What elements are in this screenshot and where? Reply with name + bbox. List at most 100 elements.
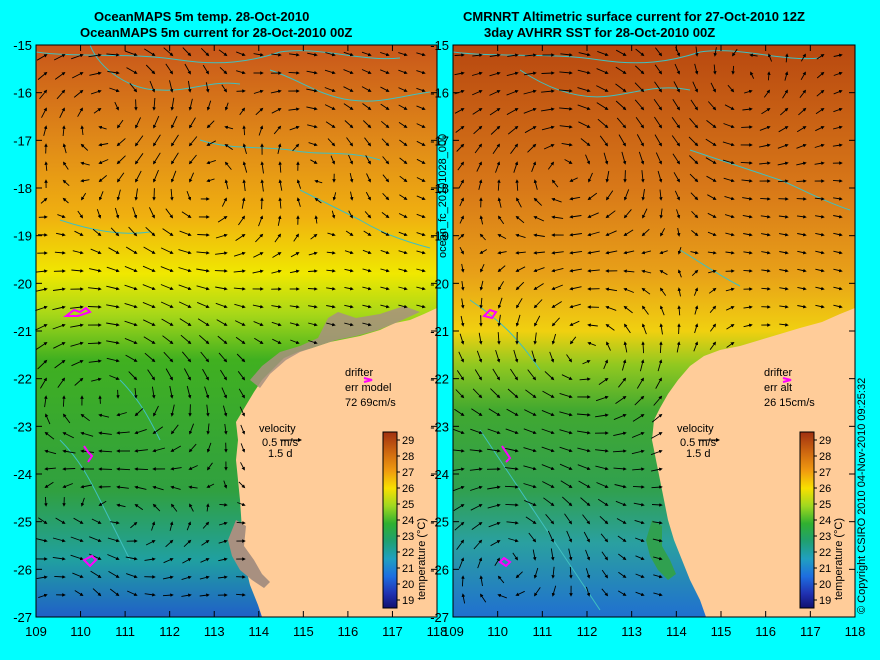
- current-arrow: [632, 485, 645, 489]
- current-arrow: [710, 323, 717, 332]
- current-arrow: [596, 102, 609, 110]
- current-arrow: [833, 250, 843, 255]
- lat-tick-label: -27: [13, 610, 32, 625]
- current-arrow: [92, 588, 102, 597]
- current-arrow: [289, 52, 300, 57]
- current-arrow: [345, 230, 354, 237]
- current-arrow: [560, 480, 573, 488]
- current-arrow: [416, 286, 426, 291]
- current-arrow: [779, 250, 789, 255]
- current-arrow: [55, 517, 66, 524]
- current-arrow: [497, 265, 506, 273]
- current-arrow: [98, 175, 107, 183]
- current-arrow: [470, 428, 483, 435]
- current-arrow: [416, 177, 426, 182]
- current-arrow: [743, 269, 753, 273]
- current-arrow: [70, 323, 84, 328]
- current-arrow: [452, 449, 465, 453]
- current-arrow: [616, 518, 627, 524]
- current-arrow: [35, 305, 48, 312]
- current-arrow: [724, 104, 735, 110]
- left-title-line1: OceanMAPS 5m temp. 28-Oct-2010: [94, 9, 310, 24]
- current-arrow: [171, 134, 179, 147]
- current-arrow: [199, 334, 210, 345]
- colorbar-tick-label: 27: [402, 467, 414, 479]
- current-arrow: [90, 248, 102, 254]
- current-arrow: [98, 500, 107, 506]
- current-arrow: [814, 197, 825, 201]
- current-arrow: [689, 173, 699, 183]
- current-arrow: [654, 81, 663, 93]
- current-arrow: [364, 211, 372, 219]
- current-arrow: [35, 538, 48, 543]
- current-arrow: [623, 189, 630, 201]
- lat-tick-label: -20: [430, 276, 449, 291]
- current-arrow: [731, 65, 735, 75]
- current-arrow: [528, 532, 537, 543]
- current-arrow: [479, 249, 488, 254]
- current-arrow: [454, 71, 465, 76]
- colorbar-scale: [799, 431, 815, 609]
- current-arrow: [196, 285, 210, 291]
- lon-tick-label: 114: [248, 624, 269, 639]
- current-arrow: [726, 324, 735, 330]
- current-arrow: [205, 82, 210, 93]
- current-arrow: [343, 69, 354, 75]
- current-arrow: [327, 232, 336, 237]
- current-arrow: [598, 377, 609, 385]
- current-arrow: [460, 281, 465, 291]
- current-arrow: [635, 116, 645, 129]
- current-arrow: [505, 428, 519, 435]
- current-arrow: [218, 49, 228, 57]
- left-velocity-legend: velocity 0.5 m/s 1.5 d: [259, 423, 302, 460]
- current-arrow: [759, 161, 771, 165]
- current-arrow: [800, 71, 806, 81]
- current-arrow: [72, 250, 84, 255]
- current-arrow: [197, 318, 210, 326]
- lon-tick-label: 117: [800, 624, 821, 639]
- current-arrow: [215, 251, 228, 256]
- current-arrow: [107, 70, 120, 75]
- current-arrow: [52, 305, 66, 311]
- current-arrow: [605, 230, 617, 236]
- current-arrow: [551, 333, 557, 345]
- current-arrow: [690, 250, 699, 255]
- current-arrow: [814, 161, 825, 166]
- current-arrow: [833, 286, 843, 291]
- current-arrow: [142, 284, 156, 291]
- current-arrow: [577, 447, 591, 453]
- lon-tick-label: 113: [204, 624, 225, 639]
- current-arrow: [533, 179, 538, 190]
- current-arrow: [597, 498, 609, 506]
- current-arrow: [510, 143, 519, 154]
- current-arrow: [361, 51, 372, 57]
- current-arrow: [635, 591, 645, 597]
- current-arrow: [124, 284, 138, 291]
- current-arrow: [759, 143, 771, 148]
- current-arrow: [144, 48, 156, 56]
- current-arrow: [641, 189, 646, 201]
- current-arrow: [160, 266, 174, 273]
- current-arrow: [541, 409, 555, 416]
- current-arrow: [80, 143, 89, 151]
- current-arrow: [815, 107, 825, 115]
- current-arrow: [497, 234, 507, 240]
- current-arrow: [601, 588, 609, 597]
- current-arrow: [151, 521, 156, 531]
- current-arrow: [126, 67, 138, 74]
- current-arrow: [707, 101, 717, 111]
- current-arrow: [577, 69, 591, 75]
- current-arrow: [380, 231, 390, 236]
- current-arrow: [197, 301, 210, 308]
- current-arrow: [569, 214, 582, 219]
- current-arrow: [523, 71, 537, 76]
- current-arrow: [596, 68, 609, 74]
- current-arrow: [833, 232, 843, 237]
- current-arrow: [144, 592, 156, 597]
- current-arrow: [88, 53, 102, 58]
- current-arrow: [690, 99, 699, 111]
- lon-tick-label: 111: [115, 624, 135, 639]
- current-arrow: [109, 588, 120, 597]
- current-arrow: [308, 340, 318, 345]
